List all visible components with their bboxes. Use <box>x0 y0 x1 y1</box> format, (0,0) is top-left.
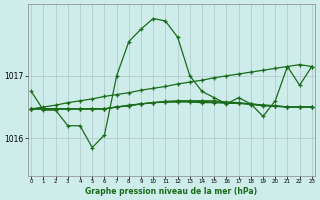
X-axis label: Graphe pression niveau de la mer (hPa): Graphe pression niveau de la mer (hPa) <box>85 187 258 196</box>
